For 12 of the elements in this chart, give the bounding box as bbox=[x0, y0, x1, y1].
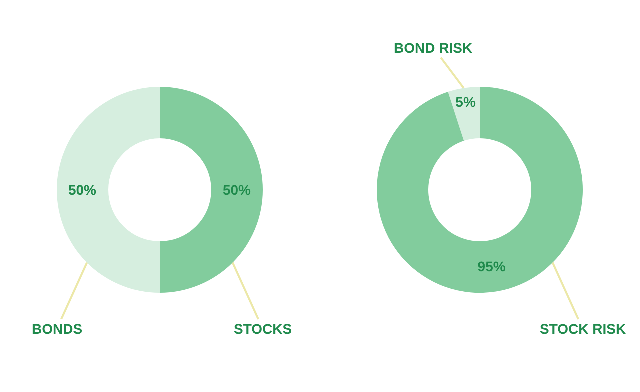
data-label: 5% bbox=[456, 94, 476, 110]
donut-slice bbox=[448, 87, 480, 142]
donut-slice bbox=[57, 87, 160, 293]
slice-label: STOCK RISK bbox=[540, 321, 626, 337]
slice-label: BONDS bbox=[32, 321, 83, 337]
slice-label: STOCKS bbox=[234, 321, 292, 337]
donut-slice bbox=[160, 87, 263, 293]
data-label: 50% bbox=[222, 182, 252, 198]
donut-slice bbox=[377, 87, 583, 293]
data-label: 95% bbox=[478, 258, 506, 274]
data-label: 50% bbox=[68, 182, 98, 198]
slice-label: BOND RISK bbox=[394, 40, 473, 56]
